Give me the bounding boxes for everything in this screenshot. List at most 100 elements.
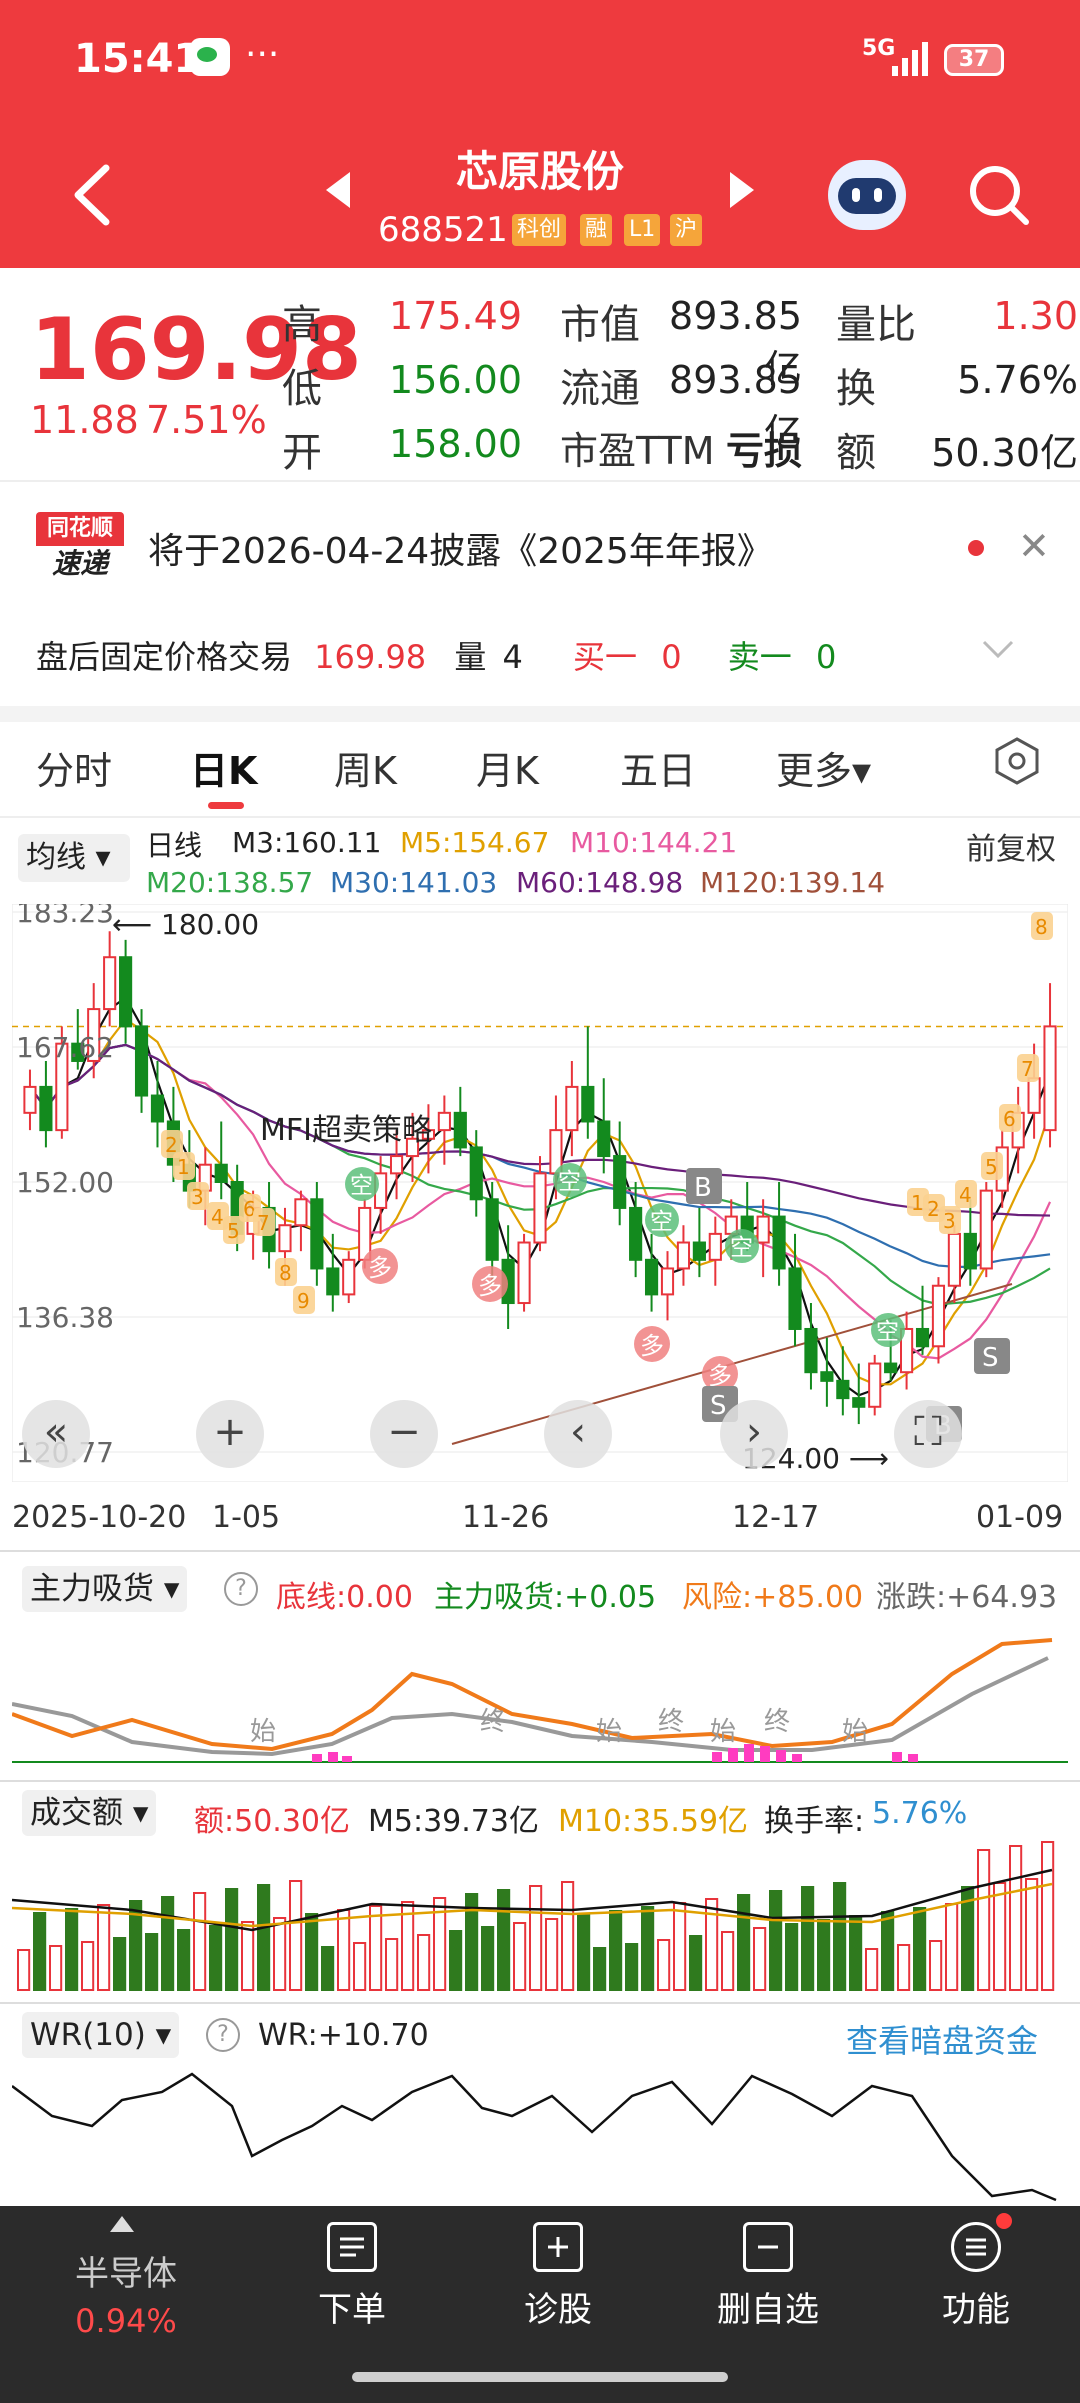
sell1-value: 0: [815, 638, 837, 676]
divider: [0, 480, 1080, 482]
notice-text[interactable]: 将于2026-04-24披露《2025年年报》: [148, 531, 773, 572]
chevron-down-icon[interactable]: [980, 630, 1016, 666]
duo-badge-label: 多: [708, 1362, 732, 1390]
menu-icon: [951, 2213, 1012, 2272]
tab-more[interactable]: 更多▾: [776, 749, 872, 793]
signal-mark: 终: [764, 1707, 790, 1737]
prev-stock-icon[interactable]: [326, 172, 350, 208]
next-stock-icon[interactable]: [730, 172, 754, 208]
diagnose-button[interactable]: 诊股: [478, 2222, 638, 2331]
order-doc-icon: [327, 2222, 377, 2272]
diagnose-label: 诊股: [524, 2290, 592, 2330]
tab-monthly-k[interactable]: 月K: [476, 749, 539, 793]
tab-intraday[interactable]: 分时: [36, 749, 113, 793]
duo-badge-label: 多: [640, 1332, 664, 1360]
ma-selector[interactable]: 均线 ▾: [18, 834, 130, 882]
zoom-out-button[interactable]: −: [370, 1400, 438, 1468]
zoom-in-button[interactable]: +: [196, 1400, 264, 1468]
kong-badge: [645, 1203, 679, 1237]
ind2-m5: M5:39.73亿: [368, 1804, 539, 1839]
candle-body: [756, 1215, 770, 1244]
candle-body: [389, 1155, 404, 1175]
sequence-badge: [161, 1130, 183, 1158]
amount-bar: [33, 1912, 47, 1991]
amount-bar: [657, 1939, 671, 1991]
sequence-badge: [955, 1180, 977, 1208]
amount-bar: [65, 1908, 79, 1991]
y-tick-label: 167.62: [16, 1031, 114, 1064]
kong-badge-label: 空: [558, 1169, 581, 1195]
sequence-badge: [1017, 1054, 1039, 1082]
back-icon[interactable]: [62, 160, 122, 230]
settings-icon[interactable]: [992, 736, 1042, 786]
tab-weekly-k[interactable]: 周K: [334, 749, 397, 793]
kong-badge-label: 空: [876, 1319, 899, 1345]
sequence-badge: [187, 1182, 209, 1210]
order-button[interactable]: 下单: [272, 2222, 432, 2331]
buy-signal-label: B: [694, 1173, 712, 1203]
candle-body: [87, 1008, 101, 1062]
ma-m120: M120:139.14: [700, 866, 886, 899]
indicator-selector-main[interactable]: 主力吸货 ▾: [22, 1566, 188, 1612]
assistant-robot-icon[interactable]: [828, 160, 906, 230]
value-amount: 50.30亿: [931, 431, 1078, 475]
scroll-right-button[interactable]: ›: [720, 1400, 788, 1468]
search-icon[interactable]: [966, 162, 1032, 228]
scroll-left-button[interactable]: ‹: [544, 1400, 612, 1468]
candle-body: [581, 1085, 595, 1123]
remove-watchlist-button[interactable]: 删自选: [688, 2222, 848, 2331]
amount-bar: [177, 1929, 191, 1991]
ma-period: 日线: [146, 829, 203, 862]
bottom-toolbar: 半导体 0.94%: [0, 2206, 1080, 2403]
dark-pool-link[interactable]: 查看暗盘资金: [846, 2022, 1039, 2060]
sequence-badge-label: 4: [959, 1183, 972, 1207]
sequence-badge: [223, 1216, 245, 1244]
value-pe-ttm: 亏损: [725, 429, 802, 473]
kong-badge-label: 空: [350, 1173, 373, 1199]
amount-bar: [321, 1946, 335, 1991]
amount-bar: [513, 1922, 527, 1991]
adjust-mode[interactable]: 前复权: [966, 832, 1056, 867]
amount-bar: [945, 1903, 959, 1991]
scroll-left-far-button[interactable]: «: [22, 1400, 90, 1468]
amount-m5-line: [12, 1868, 1053, 1932]
fullscreen-button[interactable]: ⛶: [894, 1400, 962, 1468]
sell-signal: [974, 1338, 1010, 1374]
sequence-badge-label: 3: [191, 1185, 204, 1209]
label-open: 开: [282, 430, 322, 476]
indicator-selector-wr[interactable]: WR(10) ▾: [22, 2012, 180, 2058]
tab-five-day[interactable]: 五日: [620, 749, 697, 793]
sector-name[interactable]: 半导体: [75, 2254, 177, 2294]
amount-bar: [961, 1886, 975, 1991]
order-label: 下单: [318, 2290, 386, 2330]
help-icon[interactable]: ?: [224, 1572, 258, 1606]
candle-body: [326, 1267, 340, 1296]
risk-line: [12, 1638, 1053, 1752]
tab-daily-k[interactable]: 日K: [190, 749, 258, 793]
sequence-badge: [999, 1104, 1021, 1132]
sequence-badge: [981, 1152, 1003, 1180]
sequence-badge-label: 9: [297, 1289, 310, 1313]
indicator-selector-amount[interactable]: 成交额 ▾: [22, 1790, 157, 1836]
functions-button[interactable]: 功能: [896, 2213, 1056, 2331]
amount-bar: [289, 1880, 303, 1991]
amount-bar: [385, 1938, 399, 1991]
accumulation-bar: [312, 1754, 322, 1762]
close-icon[interactable]: ✕: [1018, 524, 1050, 568]
label-volume-ratio: 量比: [836, 302, 916, 348]
tag-kechuang: 科创: [512, 214, 567, 246]
amount-bar: [401, 1901, 415, 1991]
stock-code: 688521: [378, 210, 508, 250]
amount-bar: [913, 1907, 927, 1991]
sequence-badge-label: 8: [279, 1261, 292, 1285]
candle-body: [613, 1155, 627, 1209]
amount-bar: [161, 1896, 175, 1991]
help-icon[interactable]: ?: [206, 2018, 240, 2052]
signal-mark: 终: [480, 1707, 506, 1737]
candle-body: [852, 1397, 866, 1408]
candle-body: [963, 1232, 977, 1270]
amount-bar: [225, 1888, 239, 1991]
sequence-badge-label: 7: [257, 1211, 270, 1235]
after-hours-row[interactable]: 盘后固定价格交易 169.98 量 4 买一 0 卖一 0: [36, 632, 836, 678]
